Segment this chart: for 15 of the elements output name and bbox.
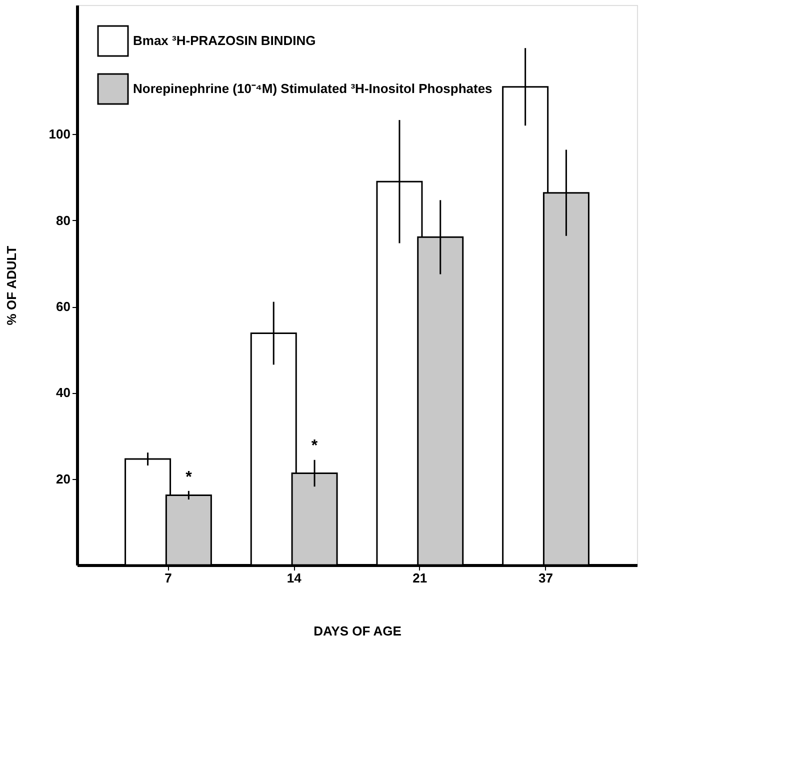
- x-tick-label: 37: [538, 570, 553, 586]
- annotation: *: [311, 437, 318, 454]
- x-tick-label: 21: [412, 570, 428, 586]
- annotation: *: [186, 468, 193, 486]
- x-tick-label: 14: [286, 570, 302, 586]
- y-tick-label: 60: [56, 299, 70, 314]
- y-tick-label: 40: [56, 385, 70, 400]
- y-tick-label: 20: [56, 471, 70, 486]
- y-axis-title: % OF ADULT: [4, 246, 19, 326]
- x-axis-title: DAYS OF AGE: [314, 624, 402, 638]
- legend-label: Norepinephrine (10⁻⁴M) Stimulated ³H-Inositol Phosphates: [133, 81, 492, 96]
- y-tick-label: 80: [56, 212, 70, 228]
- x-tick-label: 7: [164, 570, 172, 586]
- legend-label: Bmax ³H-PRAZOSIN BINDING: [133, 33, 316, 48]
- y-tick-label: 100: [48, 126, 70, 142]
